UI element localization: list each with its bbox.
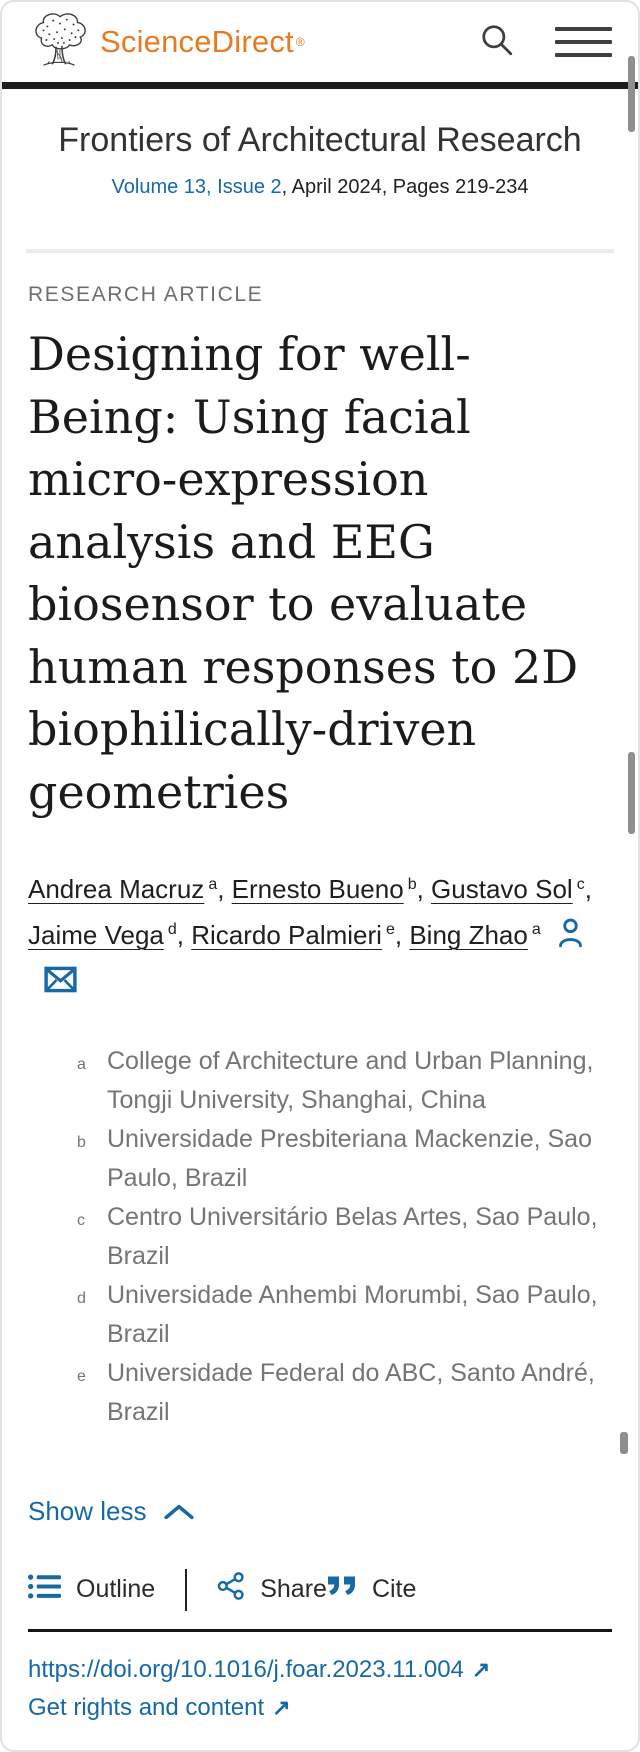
author-link[interactable]: Bing Zhao xyxy=(409,919,528,950)
affiliation-list: a College of Architecture and Urban Plann… xyxy=(28,1042,612,1432)
affiliation: e Universidade Federal do ABC, Santo Andr… xyxy=(77,1358,595,1426)
chevron-up-icon xyxy=(147,1504,195,1524)
sciencedirect-logo[interactable]: ScienceDirect ® xyxy=(28,10,305,75)
outline-list-icon xyxy=(28,1573,61,1607)
author-actions xyxy=(28,918,584,996)
journal-banner: Frontiers of Architectural Research Volu… xyxy=(2,89,638,199)
affiliation: b Universidade Presbiteriana Mackenzie, S… xyxy=(77,1124,592,1192)
app-header: ScienceDirect ® xyxy=(2,2,638,82)
doi-row: https://doi.org/10.1016/j.foar.2023.11.0… xyxy=(28,1656,612,1684)
author: Ernesto Bueno b, xyxy=(231,874,432,905)
header-actions xyxy=(479,22,612,63)
toolbar-divider xyxy=(185,1568,188,1611)
cite-button[interactable]: Cite xyxy=(327,1575,416,1605)
affiliation: c Centro Universitário Belas Artes, Sao P… xyxy=(77,1202,598,1270)
cite-quote-icon xyxy=(327,1575,357,1605)
brand-name: ScienceDirect xyxy=(100,24,294,59)
author-link[interactable]: Ernesto Bueno xyxy=(231,874,404,905)
article-toolbar: Outline Share Cit xyxy=(28,1568,612,1611)
outline-button[interactable]: Outline xyxy=(28,1573,155,1607)
doi-link[interactable]: https://doi.org/10.1016/j.foar.2023.11.0… xyxy=(28,1655,464,1683)
outline-label: Outline xyxy=(76,1575,156,1604)
section-divider xyxy=(26,249,614,253)
author-link[interactable]: Ricardo Palmieri xyxy=(191,919,382,950)
rights-row: Get rights and content ↗ xyxy=(28,1694,612,1722)
toolbar-divider-rule xyxy=(28,1628,612,1632)
author: Jaime Vega d, xyxy=(28,919,192,950)
article-head: RESEARCH ARTICLE Designing for well-Bein… xyxy=(2,283,638,1750)
issue-line: Volume 13, Issue 2, April 2024, Pages 21… xyxy=(2,176,638,199)
author-link[interactable]: Gustavo Sol xyxy=(431,874,573,905)
author: Andrea Macruz a, xyxy=(28,874,232,905)
issue-date-pages: , April 2024, Pages 219-234 xyxy=(281,176,529,198)
article-type-label: RESEARCH ARTICLE xyxy=(28,283,264,306)
external-link-icon: ↗ xyxy=(471,1656,491,1682)
elsevier-tree-icon xyxy=(28,10,90,75)
author-profile-icon[interactable] xyxy=(541,918,584,950)
show-less-link[interactable]: Show less xyxy=(28,1495,147,1526)
search-icon[interactable] xyxy=(479,22,515,63)
cite-label: Cite xyxy=(371,1575,417,1604)
author-list: Andrea Macruz a, Ernesto Bueno b, Gustavo … xyxy=(28,867,612,1004)
author: Ricardo Palmieri e, xyxy=(191,919,410,950)
author: Gustavo Sol c, xyxy=(431,874,592,905)
journal-title[interactable]: Frontiers of Architectural Research xyxy=(58,121,582,159)
share-icon xyxy=(217,1572,245,1607)
affiliation: d Universidade Anhembi Morumbi, Sao Paulo… xyxy=(77,1280,598,1348)
scrollbar-thumb[interactable] xyxy=(628,752,635,834)
scrollbar-thumb[interactable] xyxy=(628,56,635,132)
volume-issue-link[interactable]: Volume 13, Issue 2 xyxy=(111,176,282,198)
registered-mark: ® xyxy=(295,35,305,49)
rights-link[interactable]: Get rights and content xyxy=(28,1693,265,1721)
share-button[interactable]: Share xyxy=(217,1572,327,1607)
header-divider xyxy=(2,82,638,89)
show-less[interactable]: Show less xyxy=(28,1496,612,1527)
author: Bing Zhao a xyxy=(409,919,541,950)
menu-icon[interactable] xyxy=(555,27,612,57)
scrollbar-thumb[interactable] xyxy=(620,1432,628,1454)
author-link[interactable]: Andrea Macruz xyxy=(28,874,205,905)
external-link-icon: ↗ xyxy=(272,1694,291,1720)
author-link[interactable]: Jaime Vega xyxy=(28,919,164,950)
share-label: Share xyxy=(260,1575,327,1604)
affiliation: a College of Architecture and Urban Plann… xyxy=(77,1046,594,1114)
email-icon[interactable] xyxy=(28,965,77,995)
article-title: Designing for well-Being: Using facial m… xyxy=(28,327,579,819)
